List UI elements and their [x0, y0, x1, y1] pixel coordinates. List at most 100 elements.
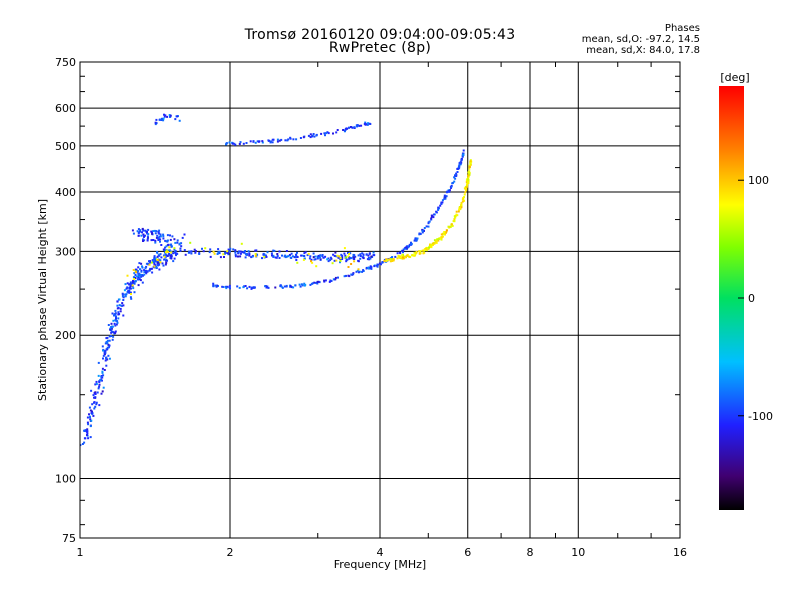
echo-point [162, 117, 165, 120]
echo-point [404, 247, 407, 250]
echo-point [453, 218, 456, 221]
echo-point [312, 133, 315, 135]
echo-point [337, 256, 340, 259]
echo-point [245, 142, 248, 144]
echo-point [174, 250, 177, 253]
echo-point [133, 278, 136, 280]
echo-point [161, 262, 164, 265]
echo-point [234, 143, 237, 146]
echo-point [250, 287, 253, 290]
echo-point [97, 361, 100, 364]
echo-point [150, 239, 153, 242]
echo-point [456, 171, 459, 173]
echo-point [169, 238, 172, 241]
echo-point [138, 262, 141, 265]
echo-point [141, 274, 144, 277]
echo-point [448, 189, 451, 192]
echo-point [142, 240, 144, 242]
echo-point [467, 171, 470, 174]
echo-point [104, 350, 107, 353]
echo-point [228, 284, 231, 287]
echo-point [442, 232, 445, 235]
echo-point [455, 172, 458, 175]
echo-point [173, 257, 176, 260]
echo-point [95, 383, 98, 385]
echo-point [178, 242, 181, 245]
echo-point [153, 262, 156, 265]
echo-point [133, 282, 136, 285]
echo-point [252, 140, 255, 143]
echo-point [430, 217, 433, 220]
echo-point [365, 253, 368, 256]
echo-point [83, 441, 86, 444]
echo-point [158, 235, 161, 238]
echo-point [413, 251, 416, 254]
echo-point [399, 252, 402, 255]
echo-point [372, 251, 375, 254]
echo-point [159, 240, 161, 243]
echo-point [152, 259, 155, 262]
echo-point [101, 370, 104, 373]
echo-point [221, 285, 224, 288]
echo-point [105, 356, 107, 359]
echo-point [329, 259, 332, 262]
echo-point [107, 324, 110, 326]
echo-point [132, 287, 135, 290]
echo-point [362, 256, 365, 259]
echo-point [245, 253, 248, 256]
echo-point [111, 330, 114, 333]
echo-point [304, 283, 307, 286]
echo-point [93, 396, 95, 399]
echo-point [213, 252, 216, 255]
echo-point [309, 255, 312, 258]
echo-point [123, 289, 126, 292]
echo-point [359, 255, 362, 257]
echo-point [146, 235, 149, 238]
echo-point [456, 168, 459, 170]
echo-point [183, 233, 186, 236]
echo-point [118, 304, 121, 307]
echo-point [172, 260, 175, 263]
echo-point [167, 250, 169, 253]
echo-point [152, 230, 155, 233]
echo-point [163, 254, 165, 257]
echo-point [166, 255, 169, 257]
echo-point [261, 257, 263, 260]
echo-point [459, 162, 462, 165]
echo-point [404, 256, 407, 259]
echo-point [114, 324, 117, 327]
echo-point [154, 232, 157, 235]
echo-point [466, 178, 469, 181]
echo-point [167, 243, 170, 246]
echo-point [352, 256, 355, 259]
echo-point [348, 126, 351, 129]
echo-point [436, 238, 439, 241]
echo-point [141, 265, 143, 268]
echo-point [251, 255, 254, 258]
echo-point [164, 252, 167, 255]
x-mode-stats: mean, sd,X: 84.0, 17.8 [586, 45, 700, 56]
echo-point [171, 235, 174, 238]
echo-point [164, 256, 167, 259]
echo-point [165, 240, 168, 243]
echo-point [149, 267, 152, 270]
echo-point [368, 252, 371, 255]
echo-point [324, 134, 326, 137]
echo-point [242, 286, 245, 289]
echo-point [89, 425, 92, 428]
echo-point [146, 239, 149, 242]
echo-point [226, 251, 229, 254]
plot-frame [79, 61, 681, 539]
echo-point [238, 250, 241, 253]
echo-point [153, 229, 156, 232]
echo-point [460, 206, 463, 209]
echo-point [292, 138, 295, 141]
echo-point [176, 241, 179, 244]
echo-point [345, 274, 348, 277]
echo-point [228, 141, 231, 144]
echo-point [132, 232, 135, 235]
echo-point [345, 127, 348, 130]
echo-point [121, 293, 124, 296]
echo-point [266, 251, 269, 254]
echo-point [115, 315, 117, 318]
